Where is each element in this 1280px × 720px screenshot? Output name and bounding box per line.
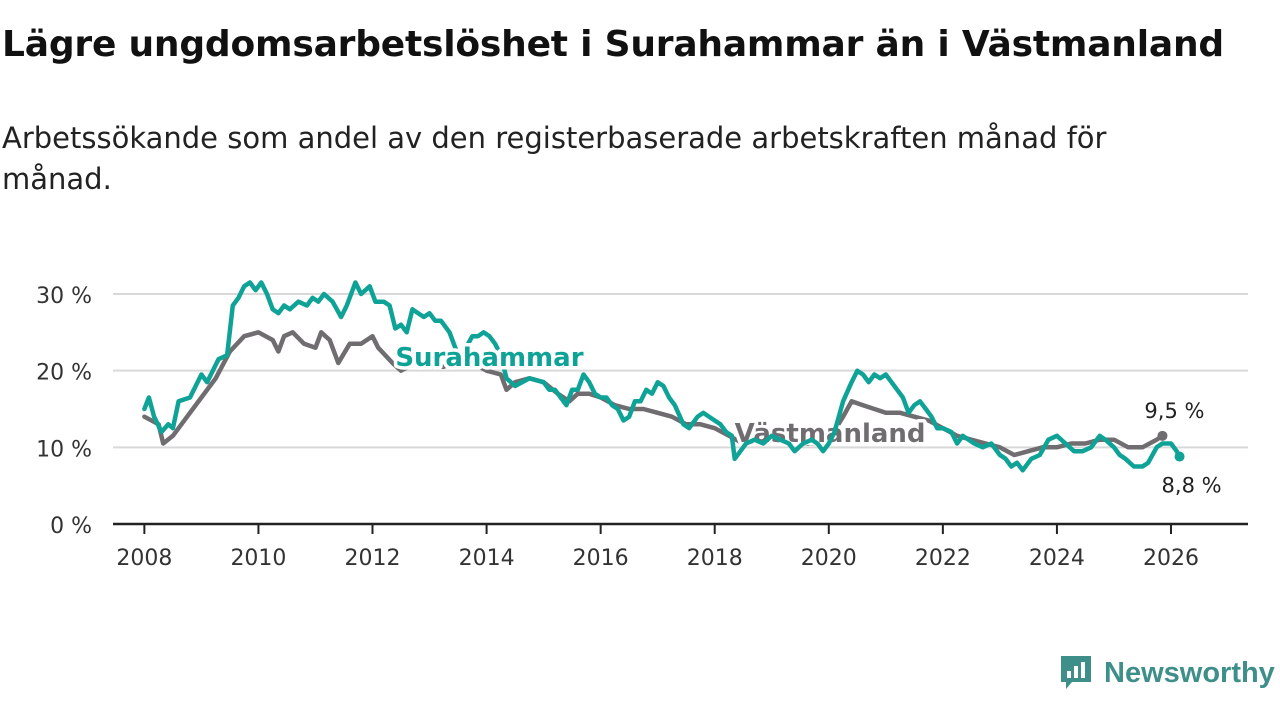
end-value-label-surahammar: 8,8 % <box>1162 474 1222 498</box>
x-tick-label: 2022 <box>915 546 971 571</box>
brand-name: Newsworthy <box>1104 656 1275 689</box>
series-end-point-surahammar <box>1174 451 1185 462</box>
x-tick-label: 2016 <box>573 546 629 571</box>
chart-title: Lägre ungdomsarbetslöshet i Surahammar ä… <box>2 24 1224 65</box>
series-label-surahammar: Surahammar <box>395 343 583 373</box>
y-tick-label: 10 % <box>36 437 92 462</box>
x-tick-label: 2008 <box>116 546 172 571</box>
x-tick-label: 2014 <box>459 546 515 571</box>
series-label-vstmanland: Västmanland <box>735 419 926 449</box>
y-tick-label: 30 % <box>36 284 92 309</box>
series-line-surahammar <box>142 280 1182 473</box>
y-tick-label: 20 % <box>36 361 92 386</box>
x-tick-label: 2026 <box>1143 546 1199 571</box>
x-tick-label: 2024 <box>1029 546 1085 571</box>
newsworthy-logo-icon <box>1061 656 1091 689</box>
x-tick-label: 2012 <box>345 546 401 571</box>
y-tick-label: 0 % <box>50 514 92 539</box>
brand-logo: Newsworthy <box>1058 654 1275 692</box>
series-end-point-vstmanland <box>1157 430 1168 441</box>
x-tick-label: 2020 <box>801 546 857 571</box>
end-value-label-vstmanland: 9,5 % <box>1144 399 1204 423</box>
x-tick-label: 2010 <box>230 546 286 571</box>
x-tick-label: 2018 <box>687 546 743 571</box>
chart-subtitle: Arbetssökande som andel av den registerb… <box>2 121 1107 196</box>
